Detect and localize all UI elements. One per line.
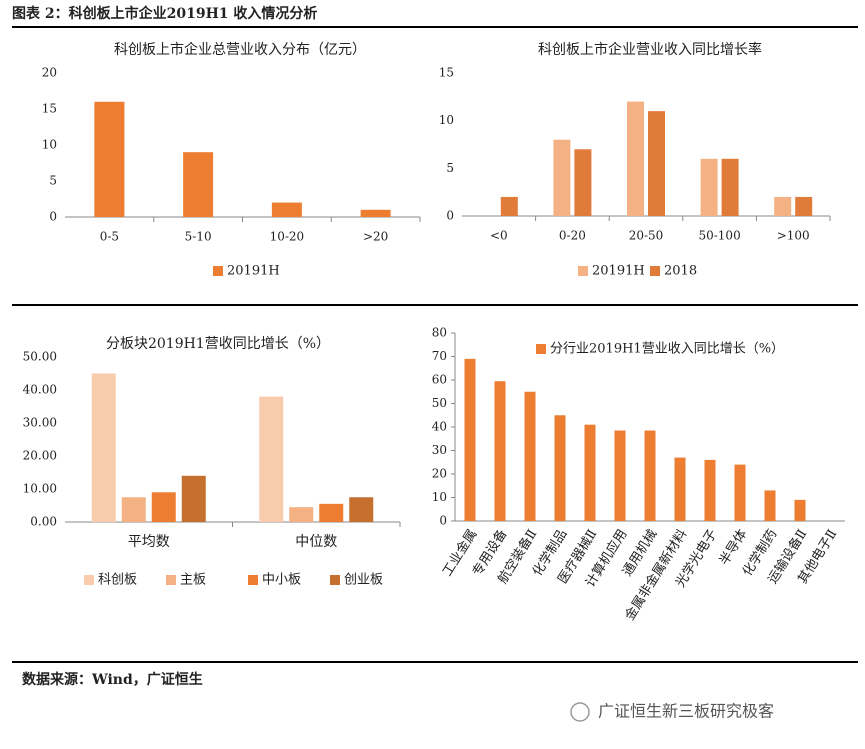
bar: [764, 490, 776, 521]
legend-swatch: [578, 266, 588, 276]
legend-swatch: [330, 575, 340, 585]
bar: [648, 111, 665, 216]
bar: [319, 503, 344, 522]
y-tick-label: 5: [446, 161, 454, 175]
legend-swatch: [536, 344, 546, 354]
bar: [721, 158, 739, 216]
figure-title: 图表 2：科创板上市企业2019H1 收入情况分析: [12, 5, 317, 22]
legend-label: 分行业2019H1营业收入同比增长（%）: [550, 342, 784, 357]
legend-label: 20191H: [592, 264, 645, 279]
y-tick-label: 30.00: [23, 416, 57, 430]
bar: [774, 196, 792, 216]
legend-label: 科创板: [98, 573, 137, 588]
legend-swatch: [650, 266, 660, 276]
legend-label: 创业板: [344, 573, 383, 588]
legend-label: 2018: [664, 264, 697, 279]
bar: [494, 381, 506, 521]
y-tick-label: 10: [439, 113, 454, 127]
bar: [91, 373, 116, 522]
x-tick-label: 平均数: [128, 534, 170, 550]
y-tick-label: 30: [432, 443, 447, 457]
bar: [553, 139, 571, 216]
y-tick-label: 0.00: [30, 515, 57, 529]
bar: [151, 492, 176, 522]
source-note: 数据来源：Wind，广证恒生: [22, 671, 203, 688]
watermark-icon: [570, 702, 590, 722]
x-tick-label: 0-5: [100, 230, 119, 244]
y-tick-label: 50: [432, 396, 447, 410]
bar: [500, 196, 518, 216]
legend-swatch: [84, 575, 94, 585]
y-tick-label: 80: [432, 326, 447, 340]
y-tick-label: 5: [49, 174, 57, 188]
bar: [734, 464, 746, 521]
y-tick-label: 20: [432, 467, 447, 481]
y-tick-label: 20: [42, 66, 57, 80]
legend-swatch: [213, 266, 223, 276]
y-tick-label: 0: [446, 209, 454, 223]
y-tick-label: 15: [439, 66, 454, 80]
bar: [700, 158, 718, 216]
bar: [349, 497, 374, 522]
legend-label: 中小板: [262, 573, 301, 588]
bar: [627, 101, 644, 216]
y-tick-label: 60: [432, 373, 447, 387]
y-tick-label: 40: [432, 420, 447, 434]
y-tick-label: 0: [439, 514, 447, 528]
bar: [794, 499, 806, 521]
x-tick-label: 0-20: [559, 229, 586, 243]
bar: [289, 507, 314, 522]
bar: [674, 457, 686, 521]
x-tick-label: >100: [777, 229, 810, 243]
legend-swatch: [166, 575, 176, 585]
legend-label: 主板: [180, 573, 206, 588]
watermark: 广证恒生新三板研究极客: [598, 702, 774, 721]
chart-title: 科创板上市企业总营业收入分布（亿元）: [114, 41, 366, 58]
y-tick-label: 10: [42, 138, 57, 152]
bar: [181, 475, 206, 522]
bar: [574, 149, 592, 216]
bar: [644, 430, 656, 521]
bar: [524, 391, 536, 521]
x-tick-label: <0: [490, 229, 508, 243]
bar: [94, 101, 125, 217]
y-tick-label: 50.00: [23, 350, 57, 364]
x-tick-label: 10-20: [270, 230, 305, 244]
bar: [259, 396, 284, 522]
bar: [795, 196, 813, 216]
bar: [704, 459, 716, 521]
bar: [584, 424, 596, 521]
y-tick-label: 10.00: [23, 482, 57, 496]
x-tick-label: 5-10: [185, 230, 212, 244]
legend-swatch: [248, 575, 258, 585]
y-tick-label: 70: [432, 349, 447, 363]
x-tick-label: 20-50: [629, 229, 664, 243]
bar: [614, 430, 626, 521]
bar: [464, 358, 476, 521]
bar: [271, 202, 302, 217]
x-tick-label: 50-100: [698, 229, 740, 243]
y-tick-label: 0: [49, 210, 57, 224]
bar: [554, 415, 566, 521]
chart-title: 科创板上市企业营业收入同比增长率: [538, 41, 762, 58]
bar: [183, 152, 214, 217]
legend-label: 20191H: [227, 264, 280, 279]
chart-title: 分板块2019H1营收同比增长（%）: [106, 336, 330, 352]
x-tick-label: 中位数: [295, 534, 337, 550]
y-tick-label: 15: [42, 102, 57, 116]
bar: [360, 209, 391, 217]
y-tick-label: 40.00: [23, 383, 57, 397]
y-tick-label: 20.00: [23, 449, 57, 463]
x-tick-label: >20: [363, 230, 388, 244]
bar: [121, 497, 146, 522]
y-tick-label: 10: [432, 490, 447, 504]
